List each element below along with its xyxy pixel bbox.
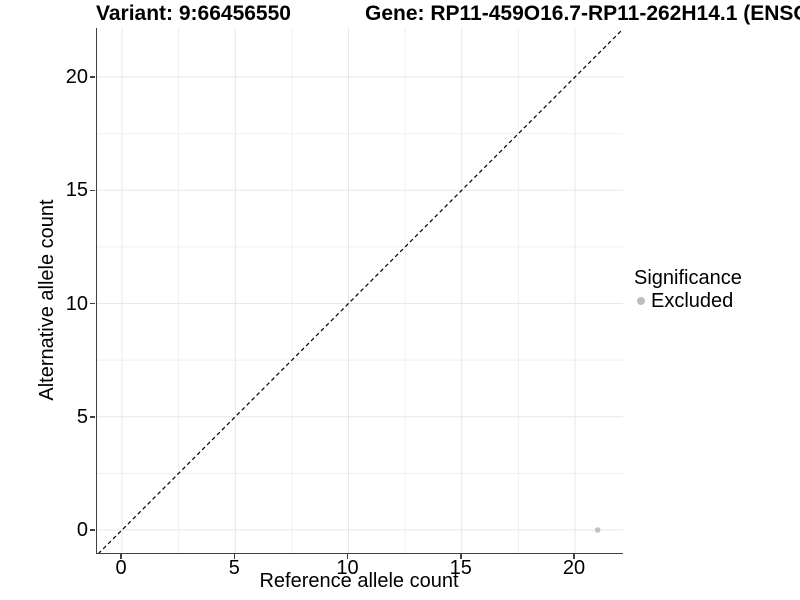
identity-line	[98, 30, 622, 553]
legend-title: Significance	[634, 267, 742, 289]
y-tick-label: 20	[65, 66, 88, 88]
y-tick-mark	[90, 189, 95, 191]
x-tick-label: 10	[336, 557, 359, 579]
y-tick-label: 10	[65, 292, 88, 315]
y-tick-mark	[90, 416, 95, 418]
x-tick-label: 5	[228, 557, 240, 579]
x-tick-mark	[233, 554, 235, 559]
x-tick-mark	[346, 554, 349, 559]
legend-item-label: Excluded	[651, 290, 734, 312]
x-tick-label: 0	[115, 557, 127, 579]
plot-title-variant: Variant: 9:66456550	[96, 2, 291, 25]
legend: Significance Excluded	[634, 266, 742, 312]
y-tick-mark	[90, 302, 95, 305]
x-tick-mark	[573, 554, 575, 559]
x-tick-label: 20	[562, 557, 586, 579]
legend-key-dot	[637, 297, 645, 305]
y-tick-label: 15	[65, 179, 88, 202]
plot-panel	[96, 28, 623, 554]
x-tick-mark	[120, 554, 122, 559]
x-tick-label: 15	[449, 557, 472, 579]
y-tick-label: 0	[76, 519, 88, 541]
y-tick-label: 5	[76, 405, 88, 428]
legend-item-excluded: Excluded	[634, 290, 742, 312]
plot-title-gene: Gene: RP11-459O16.7-RP11-262H14.1 (ENSG0	[365, 2, 800, 25]
y-tick-mark	[90, 76, 95, 78]
y-tick-mark	[90, 529, 95, 531]
data-point	[594, 527, 601, 533]
x-axis-label: Reference allele count	[259, 570, 459, 592]
x-tick-mark	[460, 554, 462, 559]
plot-canvas	[97, 28, 623, 553]
